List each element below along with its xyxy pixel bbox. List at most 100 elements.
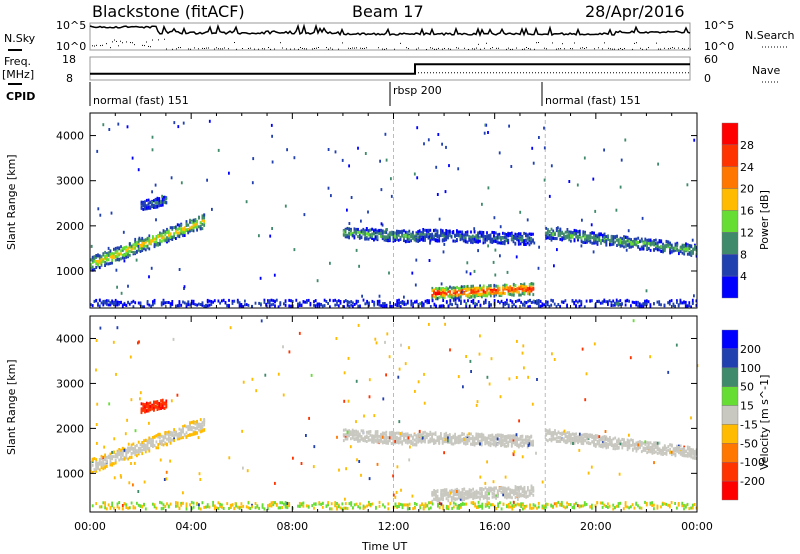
echo-cell bbox=[552, 431, 555, 435]
echo-cell bbox=[121, 453, 124, 457]
echo-cell bbox=[693, 294, 695, 298]
echo-cell bbox=[130, 443, 133, 447]
echo-cell bbox=[406, 441, 409, 445]
echo-cell bbox=[371, 235, 373, 238]
echo-cell bbox=[547, 228, 549, 232]
echo-cell bbox=[104, 250, 106, 254]
echo-cell bbox=[463, 292, 466, 296]
echo-cell bbox=[113, 451, 115, 455]
nsearch-point bbox=[216, 47, 217, 49]
echo-cell bbox=[502, 291, 505, 295]
echo-cell bbox=[607, 234, 609, 238]
echo-cell bbox=[358, 264, 360, 268]
echo-cell bbox=[513, 303, 515, 307]
echo-cell bbox=[464, 240, 467, 244]
echo-cell bbox=[609, 243, 611, 247]
echo-cell bbox=[343, 300, 345, 304]
echo-cell bbox=[473, 230, 476, 234]
echo-cell bbox=[445, 292, 448, 296]
echo-cell bbox=[284, 204, 287, 208]
echo-cell bbox=[612, 447, 615, 451]
echo-cell bbox=[173, 121, 176, 125]
echo-cell bbox=[550, 303, 553, 307]
echo-cell bbox=[348, 434, 350, 438]
echo-cell bbox=[527, 290, 529, 294]
echo-cell bbox=[126, 125, 129, 129]
echo-cell bbox=[109, 249, 112, 253]
echo-cell bbox=[651, 443, 654, 447]
echo-cell bbox=[369, 233, 372, 237]
echo-cell bbox=[458, 493, 460, 497]
echo-cell bbox=[417, 230, 420, 234]
echo-cell bbox=[104, 466, 106, 470]
echo-cell bbox=[136, 250, 138, 253]
echo-cell bbox=[130, 455, 133, 459]
echo-cell bbox=[114, 459, 117, 463]
echo-cell bbox=[150, 437, 152, 441]
echo-cell bbox=[610, 238, 613, 241]
echo-cell bbox=[415, 434, 418, 438]
echo-cell bbox=[557, 229, 560, 233]
echo-cell bbox=[615, 302, 618, 306]
echo-cell bbox=[463, 286, 466, 290]
echo-cell bbox=[566, 235, 569, 239]
echo-cell bbox=[466, 284, 469, 288]
echo-cell bbox=[224, 301, 227, 304]
echo-cell bbox=[160, 407, 162, 410]
echo-cell bbox=[509, 292, 512, 296]
echo-cell bbox=[91, 260, 94, 264]
echo-cell bbox=[265, 302, 268, 306]
echo-cell bbox=[321, 304, 324, 308]
echo-cell bbox=[173, 235, 175, 239]
echo-cell bbox=[416, 176, 419, 180]
echo-cell bbox=[436, 239, 439, 243]
echo-cell bbox=[537, 304, 540, 308]
echo-cell bbox=[555, 237, 558, 241]
echo-cell bbox=[468, 494, 471, 498]
echo-cell bbox=[593, 435, 595, 438]
nsearch-point bbox=[512, 48, 513, 50]
nsearch-point bbox=[306, 48, 307, 50]
echo-cell bbox=[653, 302, 655, 306]
echo-cell bbox=[182, 430, 184, 434]
echo-cell bbox=[447, 439, 449, 443]
echo-cell bbox=[408, 235, 411, 239]
echo-cell bbox=[479, 439, 481, 443]
echo-cell bbox=[158, 404, 161, 408]
nsearch-point bbox=[114, 39, 115, 41]
echo-cell bbox=[417, 438, 420, 442]
echo-cell bbox=[500, 435, 502, 439]
nsearch-point bbox=[444, 47, 445, 49]
echo-cell bbox=[448, 234, 451, 237]
echo-cell bbox=[630, 438, 632, 442]
echo-cell bbox=[491, 433, 494, 437]
echo-cell bbox=[603, 240, 606, 243]
echo-cell bbox=[593, 241, 595, 245]
echo-cell bbox=[435, 304, 437, 308]
echo-cell bbox=[406, 438, 409, 442]
echo-cell bbox=[180, 229, 183, 233]
echo-cell bbox=[443, 235, 446, 239]
echo-cell bbox=[586, 432, 588, 436]
echo-cell bbox=[454, 302, 457, 306]
nsearch-point bbox=[220, 48, 221, 50]
echo-cell bbox=[632, 441, 634, 444]
echo-cell bbox=[633, 442, 636, 446]
echo-cell bbox=[656, 248, 659, 252]
echo-cell bbox=[619, 185, 622, 189]
echo-cell bbox=[396, 234, 398, 238]
echo-cell bbox=[482, 487, 485, 491]
echo-cell bbox=[647, 240, 650, 244]
echo-cell bbox=[461, 437, 464, 441]
nsearch-point bbox=[242, 47, 243, 49]
echo-cell bbox=[512, 489, 515, 493]
echo-cell bbox=[665, 450, 668, 454]
echo-cell bbox=[530, 282, 533, 285]
echo-cell bbox=[484, 298, 487, 302]
echo-cell bbox=[164, 441, 167, 445]
echo-cell bbox=[555, 229, 558, 233]
echo-cell bbox=[93, 299, 96, 303]
echo-cell bbox=[156, 198, 159, 202]
echo-cell bbox=[273, 273, 276, 277]
echo-cell bbox=[493, 216, 496, 220]
